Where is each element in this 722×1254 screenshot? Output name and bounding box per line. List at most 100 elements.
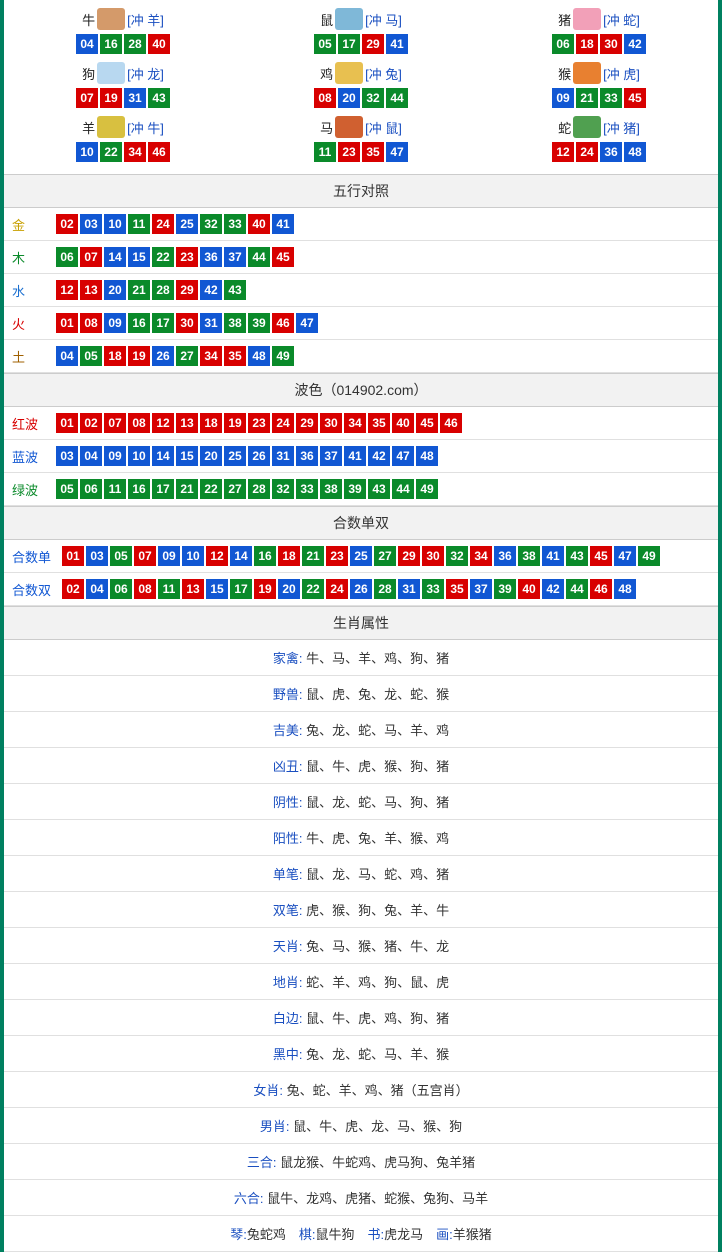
row-label: 金 [12, 215, 54, 234]
row-label: 土 [12, 347, 54, 366]
number-chip: 12 [206, 546, 228, 566]
attribute-row: 野兽: 鼠、虎、兔、龙、蛇、猴 [4, 676, 718, 712]
attribute-row-multi: 琴:兔蛇鸡 棋:鼠牛狗 书:虎龙马 画:羊猴猪 [4, 1216, 718, 1252]
number-chip: 44 [248, 247, 270, 267]
number-chip: 07 [80, 247, 102, 267]
number-chip: 46 [272, 313, 294, 333]
number-chip: 39 [494, 579, 516, 599]
zodiac-chong: [冲 羊] [127, 10, 164, 29]
number-chip: 16 [128, 313, 150, 333]
number-chip: 22 [200, 479, 222, 499]
zodiac-chong: [冲 牛] [127, 118, 164, 137]
attribute-label: 凶丑: [273, 759, 306, 774]
number-chip: 46 [590, 579, 612, 599]
attribute-value: 鼠牛狗 [315, 1227, 354, 1242]
number-chip: 42 [542, 579, 564, 599]
number-chip: 32 [200, 214, 222, 234]
number-chip: 12 [552, 142, 574, 162]
number-chip: 27 [176, 346, 198, 366]
zodiac-name: 猪 [558, 10, 571, 29]
number-chip: 37 [224, 247, 246, 267]
zodiac-name: 蛇 [558, 118, 571, 137]
number-chip: 31 [200, 313, 222, 333]
number-chip: 24 [272, 413, 294, 433]
number-chip: 42 [368, 446, 390, 466]
zodiac-name: 猴 [558, 64, 571, 83]
number-chip: 06 [80, 479, 102, 499]
number-chip: 29 [176, 280, 198, 300]
number-chip: 08 [80, 313, 102, 333]
attribute-value: 鼠牛、龙鸡、虎猪、蛇猴、兔狗、马羊 [267, 1191, 488, 1206]
number-chip: 43 [566, 546, 588, 566]
attribute-label: 家禽: [273, 651, 306, 666]
number-chip: 03 [86, 546, 108, 566]
number-chip: 30 [600, 34, 622, 54]
number-chip: 42 [624, 34, 646, 54]
number-chip: 33 [600, 88, 622, 108]
zodiac-name: 马 [320, 118, 333, 137]
number-chip: 03 [56, 446, 78, 466]
zodiac-cell: 蛇[冲 猪]12243648 [480, 112, 718, 166]
number-chip: 29 [296, 413, 318, 433]
row-label: 绿波 [12, 480, 54, 499]
attribute-value: 鼠、龙、马、蛇、鸡、猪 [306, 867, 449, 882]
zodiac-title: 蛇 [冲 猪] [480, 116, 718, 138]
row-label: 合数单 [12, 547, 60, 566]
attribute-row: 三合: 鼠龙猴、牛蛇鸡、虎马狗、兔羊猪 [4, 1144, 718, 1180]
number-chip: 38 [320, 479, 342, 499]
number-chip: 04 [80, 446, 102, 466]
number-chip: 21 [302, 546, 324, 566]
table-row: 红波0102070812131819232429303435404546 [4, 407, 718, 440]
attribute-row: 白边: 鼠、牛、虎、鸡、狗、猪 [4, 1000, 718, 1036]
attribute-row: 六合: 鼠牛、龙鸡、虎猪、蛇猴、兔狗、马羊 [4, 1180, 718, 1216]
zodiac-chong: [冲 猪] [603, 118, 640, 137]
number-chip: 20 [104, 280, 126, 300]
number-chip: 45 [416, 413, 438, 433]
number-chip: 23 [248, 413, 270, 433]
attribute-label: 六合: [234, 1191, 267, 1206]
zodiac-cell: 狗[冲 龙]07193143 [4, 58, 242, 112]
number-chip: 28 [152, 280, 174, 300]
attribute-row: 天肖: 兔、马、猴、猪、牛、龙 [4, 928, 718, 964]
number-chip: 30 [176, 313, 198, 333]
number-chip: 10 [182, 546, 204, 566]
zodiac-cell: 鸡[冲 兔]08203244 [242, 58, 480, 112]
number-chip: 01 [56, 413, 78, 433]
attribute-label: 书: [355, 1227, 385, 1242]
zodiac-cell: 鼠[冲 马]05172941 [242, 4, 480, 58]
zodiac-grid: 牛[冲 羊]04162840鼠[冲 马]05172941猪[冲 蛇]061830… [4, 0, 718, 174]
number-chip: 45 [590, 546, 612, 566]
number-chip: 04 [76, 34, 98, 54]
number-chip: 45 [624, 88, 646, 108]
attribute-value: 兔、马、猴、猪、牛、龙 [306, 939, 449, 954]
number-chip: 13 [176, 413, 198, 433]
attribute-row: 单笔: 鼠、龙、马、蛇、鸡、猪 [4, 856, 718, 892]
number-chip: 09 [552, 88, 574, 108]
zodiac-icon [573, 8, 601, 30]
table-row: 水1213202128294243 [4, 274, 718, 307]
zodiac-icon [573, 62, 601, 84]
number-chip: 35 [368, 413, 390, 433]
number-chip: 33 [422, 579, 444, 599]
attribute-row: 阴性: 鼠、龙、蛇、马、狗、猪 [4, 784, 718, 820]
zodiac-chong: [冲 蛇] [603, 10, 640, 29]
zodiac-name: 鸡 [320, 64, 333, 83]
attribute-label: 双笔: [273, 903, 306, 918]
number-chip: 39 [248, 313, 270, 333]
number-chip: 23 [338, 142, 360, 162]
attribute-row: 男肖: 鼠、牛、虎、龙、马、猴、狗 [4, 1108, 718, 1144]
number-chip: 10 [76, 142, 98, 162]
row-label: 合数双 [12, 580, 60, 599]
row-label: 木 [12, 248, 54, 267]
attribute-label: 阴性: [273, 795, 306, 810]
zodiac-icon [335, 8, 363, 30]
zodiac-cell: 猴[冲 虎]09213345 [480, 58, 718, 112]
table-row: 蓝波03040910141520252631363741424748 [4, 440, 718, 473]
number-chip: 06 [110, 579, 132, 599]
number-chip: 41 [386, 34, 408, 54]
attribute-label: 野兽: [273, 687, 306, 702]
number-chip: 43 [148, 88, 170, 108]
number-chip: 35 [362, 142, 384, 162]
number-chip: 08 [314, 88, 336, 108]
number-chip: 05 [80, 346, 102, 366]
